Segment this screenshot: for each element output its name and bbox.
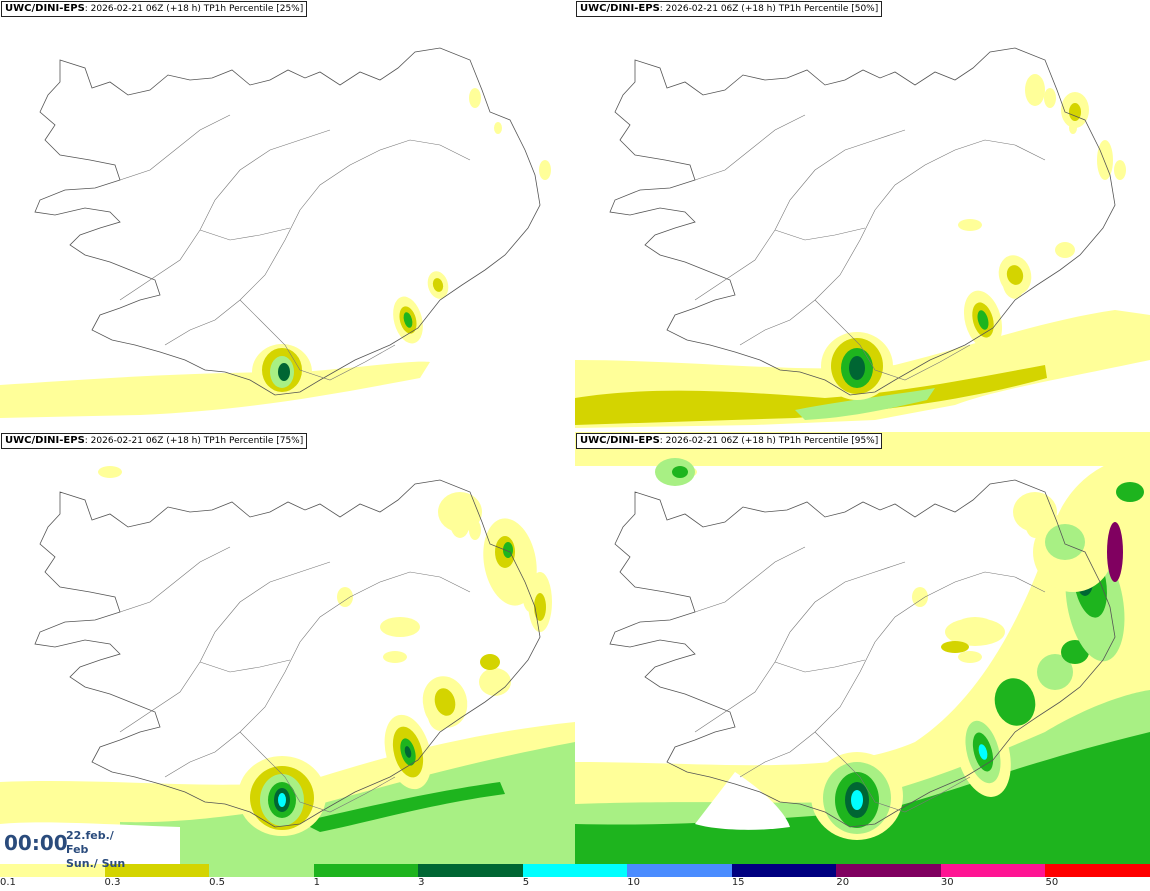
colorbar-swatch [0,864,105,877]
model-name: UWC/DINI-EPS [5,435,85,446]
model-name: UWC/DINI-EPS [5,3,85,14]
precipitation-map [0,47,551,418]
map-panel-4: UWC/DINI-EPS: 2026-02-21 06Z (+18 h) TP1… [575,432,1150,864]
valid-time-date: 22.feb./ Feb Sun./ Sun [66,829,134,871]
date-line-1: 22.feb./ Feb [66,829,114,856]
colorbar-tick: 15 [731,877,745,888]
colorbar-tick: 1 [313,877,320,888]
coastline-and-roads [34,479,541,828]
colorbar-tick: 10 [627,877,640,888]
colorbar-swatch [418,864,523,877]
panel-title: UWC/DINI-EPS: 2026-02-21 06Z (+18 h) TP1… [1,433,308,449]
precipitation-field [0,88,551,418]
colorbar-tick: 50 [1045,877,1059,888]
precipitation-map [575,432,1150,864]
precipitation-field [575,432,1150,864]
colorbar-swatch [940,864,1046,877]
precipitation-colorbar [0,864,1150,877]
colorbar-tick: 0.1 [0,877,16,888]
run-info: : 2026-02-21 06Z (+18 h) TP1h Percentile… [659,436,879,446]
colorbar-swatch [522,864,628,877]
colorbar-swatch [209,864,314,877]
colorbar-tick-labels: 0.1 0.3 0.5 1 3 5 10 15 20 30 50 [0,877,1150,891]
colorbar-swatch [731,864,837,877]
coastline-and-roads [609,47,1116,396]
model-name: UWC/DINI-EPS [580,3,660,14]
colorbar-swatch [627,864,732,877]
colorbar-tick: 3 [418,877,425,888]
precipitation-map [575,47,1150,428]
model-name: UWC/DINI-EPS [580,435,660,446]
colorbar-swatch [1045,864,1150,877]
colorbar-tick: 20 [836,877,850,888]
run-info: : 2026-02-21 06Z (+18 h) TP1h Percentile… [84,436,304,446]
colorbar-swatch [313,864,419,877]
precipitation-field [575,74,1150,428]
valid-time-box: 00:00 22.feb./ Feb Sun./ Sun [0,826,134,870]
coastline-and-roads [34,47,541,396]
panel-title: UWC/DINI-EPS: 2026-02-21 06Z (+18 h) TP1… [576,433,883,449]
colorbar-tick: 0.3 [104,877,121,888]
colorbar-swatch [104,864,210,877]
run-info: : 2026-02-21 06Z (+18 h) TP1h Percentile… [659,4,879,14]
map-panel-1: UWC/DINI-EPS: 2026-02-21 06Z (+18 h) TP1… [0,0,575,432]
panel-title: UWC/DINI-EPS: 2026-02-21 06Z (+18 h) TP1… [576,1,883,17]
run-info: : 2026-02-21 06Z (+18 h) TP1h Percentile… [84,4,304,14]
colorbar-tick: 0.5 [209,877,225,888]
precipitation-map [0,466,575,864]
colorbar-tick: 5 [522,877,530,888]
map-panel-2: UWC/DINI-EPS: 2026-02-21 06Z (+18 h) TP1… [575,0,1150,432]
coastline-and-roads [609,479,1116,828]
date-line-2: Sun./ Sun [66,857,126,870]
map-panel-3: UWC/DINI-EPS: 2026-02-21 06Z (+18 h) TP1… [0,432,575,864]
valid-time-clock: 00:00 [4,831,68,855]
colorbar-tick: 30 [940,877,954,888]
panel-title: UWC/DINI-EPS: 2026-02-21 06Z (+18 h) TP1… [1,1,308,17]
colorbar-swatch [836,864,941,877]
